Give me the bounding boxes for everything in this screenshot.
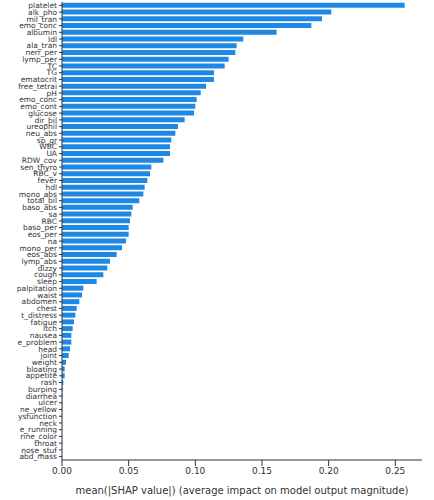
svg-text:diarrhea: diarrhea	[25, 391, 57, 401]
svg-text:0.15: 0.15	[252, 466, 272, 476]
svg-text:mono_abs: mono_abs	[18, 189, 57, 199]
svg-text:chest: chest	[36, 304, 57, 314]
svg-text:ulcer: ulcer	[38, 398, 57, 408]
svg-text:glucose: glucose	[28, 108, 57, 118]
svg-text:hdl: hdl	[45, 182, 57, 192]
svg-text:bloating: bloating	[26, 364, 57, 374]
svg-text:waist: waist	[37, 290, 57, 300]
svg-text:e_problem: e_problem	[17, 337, 57, 347]
svg-text:0.20: 0.20	[319, 466, 339, 476]
svg-text:joint: joint	[40, 351, 57, 361]
svg-text:e_running: e_running	[19, 425, 57, 435]
svg-text:sen_thyro: sen_thyro	[20, 162, 57, 172]
svg-text:fever: fever	[37, 176, 57, 186]
svg-text:nerr_per: nerr_per	[25, 48, 57, 58]
svg-text:sp_gr: sp_gr	[36, 135, 57, 145]
svg-text:head: head	[38, 344, 57, 354]
svg-text:albumin: albumin	[26, 28, 57, 37]
svg-text:appetite: appetite	[25, 371, 57, 381]
svg-text:total_bil: total_bil	[27, 196, 57, 206]
svg-text:mean(|SHAP value|) (average im: mean(|SHAP value|) (average impact on mo…	[75, 485, 408, 497]
svg-text:cough: cough	[34, 270, 57, 280]
svg-text:abd_mass: abd_mass	[19, 452, 57, 461]
svg-text:alk_pho: alk_pho	[28, 7, 57, 17]
svg-text:neu_abs: neu_abs	[25, 129, 57, 138]
svg-text:ldl: ldl	[48, 34, 57, 44]
svg-text:0.05: 0.05	[119, 466, 139, 476]
svg-text:TC: TC	[47, 61, 57, 71]
svg-text:rash: rash	[40, 378, 57, 388]
svg-text:ematocrit: ematocrit	[20, 75, 57, 85]
svg-text:throat: throat	[34, 438, 57, 448]
svg-text:neck: neck	[39, 418, 57, 428]
svg-text:na: na	[47, 236, 57, 246]
svg-text:0.25: 0.25	[385, 466, 405, 476]
svg-text:emo_cont: emo_cont	[20, 102, 57, 112]
svg-text:eos_per: eos_per	[27, 230, 57, 239]
svg-text:UA: UA	[46, 149, 57, 159]
svg-text:sleep: sleep	[37, 277, 57, 287]
svg-text:lymp_per: lymp_per	[22, 54, 57, 64]
svg-text:nose_stuf: nose_stuf	[21, 445, 57, 455]
svg-text:RBC_v: RBC_v	[33, 169, 57, 179]
svg-text:rine_color: rine_color	[20, 432, 57, 442]
svg-text:palpitation: palpitation	[16, 283, 57, 293]
svg-text:t_distress: t_distress	[21, 310, 57, 320]
svg-text:ne_yellow: ne_yellow	[19, 405, 57, 415]
svg-text:nausea: nausea	[29, 331, 57, 341]
svg-text:itch: itch	[43, 324, 57, 334]
svg-text:lymp_abs: lymp_abs	[21, 257, 57, 266]
svg-text:emo_conc: emo_conc	[19, 95, 57, 105]
svg-text:WBC: WBC	[39, 142, 57, 152]
svg-text:weight: weight	[31, 358, 57, 367]
svg-text:emo_conc: emo_conc	[19, 21, 57, 31]
svg-text:ureophil: ureophil	[26, 122, 57, 132]
svg-text:eos_abs: eos_abs	[26, 250, 57, 260]
svg-text:baso_per: baso_per	[22, 223, 57, 233]
svg-text:0.00: 0.00	[52, 466, 72, 476]
svg-text:burping: burping	[28, 384, 57, 394]
svg-text:dir_bil: dir_bil	[34, 115, 57, 125]
svg-text:free_tetrai: free_tetrai	[18, 81, 57, 91]
svg-text:sa: sa	[48, 209, 57, 219]
svg-text:ysfunction: ysfunction	[18, 411, 57, 421]
svg-text:TG: TG	[46, 68, 57, 78]
svg-text:pH: pH	[46, 88, 57, 98]
svg-text:mil_tran: mil_tran	[26, 14, 57, 24]
svg-text:platelet: platelet	[28, 1, 57, 10]
svg-text:RBC: RBC	[41, 216, 57, 226]
svg-text:dizzy: dizzy	[37, 263, 57, 273]
svg-text:0.10: 0.10	[185, 466, 205, 476]
svg-text:fatigue: fatigue	[30, 317, 57, 327]
svg-text:RDW_cov: RDW_cov	[21, 155, 57, 165]
svg-text:baso_abs: baso_abs	[22, 203, 57, 213]
svg-text:ala_tran: ala_tran	[26, 41, 57, 51]
svg-text:abdomen: abdomen	[21, 297, 57, 307]
svg-text:mono_per: mono_per	[19, 243, 57, 253]
